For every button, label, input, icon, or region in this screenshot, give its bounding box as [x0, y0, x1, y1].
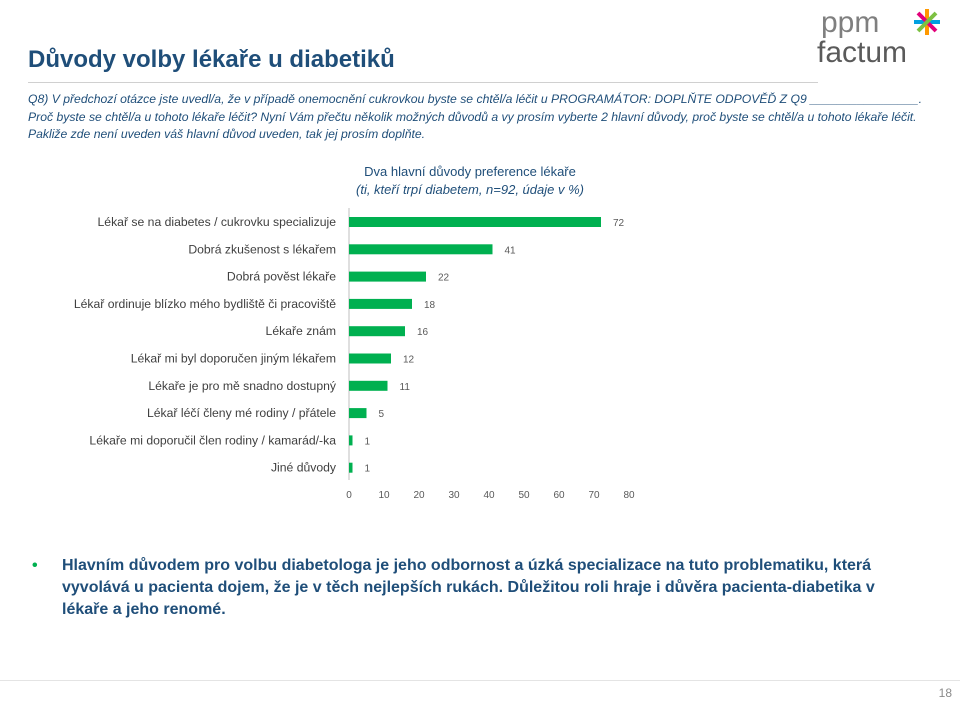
category-label: Lékař se na diabetes / cukrovku speciali…	[98, 215, 337, 229]
data-label: 1	[365, 436, 371, 447]
chart-heading: Dva hlavní důvody preference lékaře (ti,…	[230, 163, 710, 199]
bullet-icon: •	[32, 557, 38, 574]
category-label: Lékaře znám	[266, 324, 336, 338]
data-label: 72	[613, 218, 625, 229]
category-label: Jiné důvody	[271, 461, 337, 475]
tick-label: 60	[553, 490, 565, 501]
bar	[349, 462, 353, 473]
survey-question: Q8) V předchozí otázce jste uvedl/a, že …	[28, 92, 922, 141]
category-label: Lékař mi byl doporučen jiným lékařem	[131, 352, 336, 366]
category-label: Dobrá pověst lékaře	[227, 270, 336, 284]
bar	[349, 380, 388, 391]
bar	[349, 244, 493, 255]
bar	[349, 217, 601, 227]
bar	[349, 408, 367, 419]
data-label: 1	[365, 464, 371, 475]
tick-label: 50	[518, 490, 530, 501]
page-title: Důvody volby lékaře u diabetiků	[28, 46, 395, 73]
data-label: 16	[417, 327, 429, 338]
data-label: 18	[424, 300, 436, 311]
logo-text-factum: factum	[817, 36, 907, 68]
data-label: 41	[505, 245, 517, 256]
data-label: 11	[400, 382, 411, 393]
tick-label: 30	[448, 490, 460, 501]
tick-label: 10	[378, 490, 390, 501]
category-label: Lékař ordinuje blízko mého bydliště či p…	[74, 297, 336, 311]
tick-label: 20	[413, 490, 425, 501]
category-label: Lékaře je pro mě snadno dostupný	[148, 379, 337, 393]
summary-bullet: • Hlavním důvodem pro volbu diabetologa …	[32, 555, 912, 621]
footer-divider	[0, 680, 960, 681]
tick-label: 0	[346, 490, 352, 501]
bar	[349, 353, 391, 364]
page-number: 18	[938, 686, 952, 700]
tick-label: 40	[483, 490, 495, 501]
chart-title: Dva hlavní důvody preference lékaře	[364, 164, 576, 179]
logo-text-ppm: ppm	[821, 6, 879, 39]
data-label: 22	[438, 273, 450, 284]
bar	[349, 271, 426, 282]
category-label: Lékař léčí členy mé rodiny / přátele	[147, 406, 336, 420]
tick-label: 70	[588, 490, 600, 501]
bar	[349, 298, 412, 309]
category-label: Lékaře mi doporučil člen rodiny / kamará…	[89, 433, 336, 447]
chart-subtitle: (ti, kteří trpí diabetem, n=92, údaje v …	[356, 182, 584, 197]
ppm-factum-logo: ppm factum	[817, 6, 940, 68]
title-divider	[28, 82, 818, 83]
category-label: Dobrá zkušenost s lékařem	[188, 242, 336, 256]
bar-chart: Lékař se na diabetes / cukrovku speciali…	[74, 208, 635, 501]
data-label: 5	[379, 409, 385, 420]
logo-star-icon	[914, 9, 940, 35]
tick-label: 80	[623, 490, 635, 501]
bar	[349, 326, 405, 337]
summary-text: Hlavním důvodem pro volbu diabetologa je…	[62, 557, 875, 618]
data-label: 12	[403, 355, 415, 366]
bar	[349, 435, 353, 446]
